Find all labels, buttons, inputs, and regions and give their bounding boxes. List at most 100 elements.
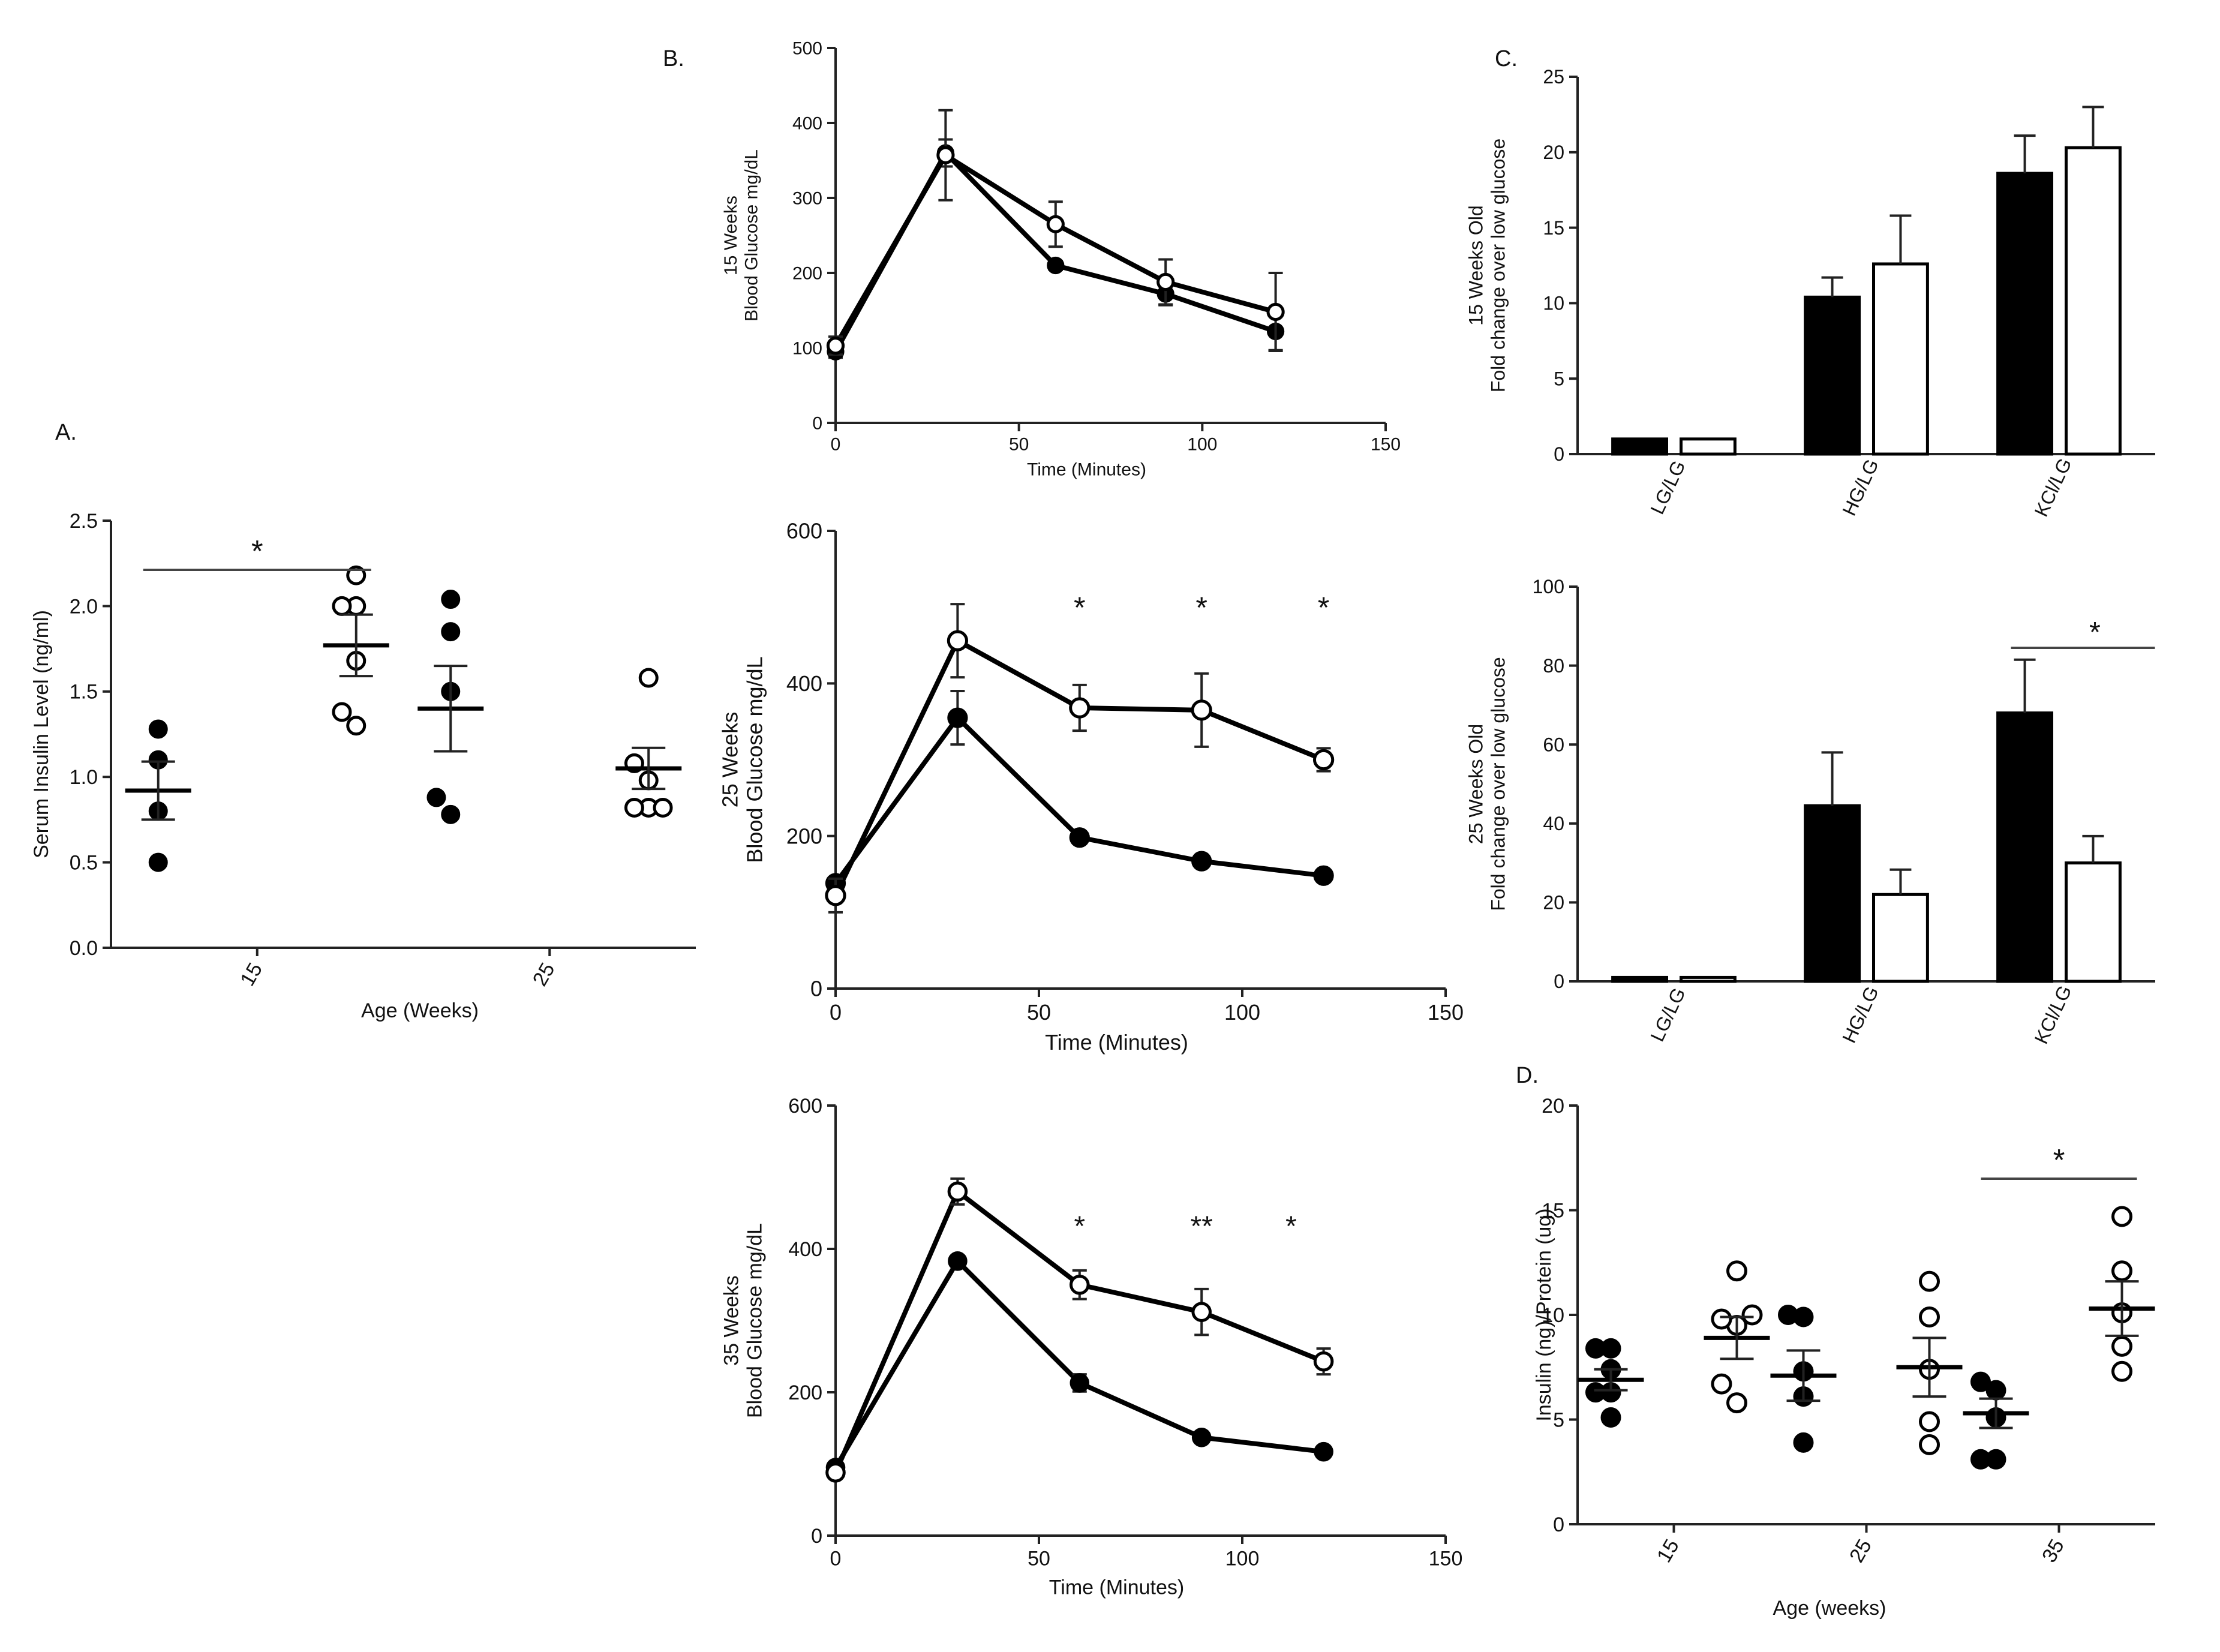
y-tick-label: 2.5 — [70, 510, 98, 533]
y-tick-label: 400 — [788, 1238, 822, 1261]
y-tick-label: 0 — [1554, 443, 1564, 465]
data-point-filled — [1069, 827, 1090, 848]
data-point-filled — [1778, 1305, 1798, 1325]
bar-open — [2065, 146, 2122, 456]
y-tick-label: 600 — [786, 519, 822, 543]
x-tick-label: 150 — [1371, 435, 1401, 455]
bar-filled — [1611, 437, 1669, 456]
y-tick-label: 0 — [811, 1525, 822, 1548]
y-tick-label: 600 — [788, 1095, 822, 1118]
data-point-open — [1156, 272, 1175, 292]
data-point-open — [2111, 1335, 2132, 1357]
data-point-open — [2111, 1360, 2132, 1382]
bar-filled — [1996, 172, 2054, 456]
bar-open — [1680, 437, 1737, 456]
y-tick-label: 20 — [1542, 1095, 1564, 1118]
data-point-open — [1191, 1302, 1212, 1322]
data-point-filled — [1970, 1371, 1991, 1392]
data-point-open — [826, 337, 845, 355]
y-axis-label: Fold change over low glucose — [1487, 657, 1509, 911]
y-axis-label: Insulin (ng)/Protein (ug) — [1533, 1208, 1555, 1421]
significance-star: ** — [1191, 1211, 1213, 1242]
x-tick-label: KCl/LG — [2030, 982, 2075, 1047]
data-point-open — [346, 565, 367, 585]
data-point-filled — [1047, 256, 1065, 275]
x-axis-label: Time (Minutes) — [1027, 460, 1146, 480]
y-tick-label: 2.0 — [70, 595, 98, 618]
panel-label-a: A. — [55, 420, 77, 445]
series-line-filled — [833, 151, 1276, 353]
panel-label-b: B. — [663, 46, 684, 71]
significance-star: * — [251, 534, 263, 568]
x-tick-label: 15 — [236, 959, 267, 990]
data-point-filled — [426, 788, 446, 807]
data-point-open — [947, 630, 969, 651]
y-tick-label: 15 — [1543, 217, 1564, 239]
panel-label-d: D. — [1516, 1063, 1539, 1088]
y-axis-label: 15 Weeks Old — [1465, 205, 1487, 325]
y-tick-label: 0 — [1553, 1513, 1564, 1536]
y-tick-label: 300 — [792, 189, 822, 209]
data-point-open — [1919, 1306, 1940, 1327]
bar-open — [1680, 975, 1737, 983]
significance-star: * — [1318, 590, 1330, 624]
bar-filled — [1996, 711, 2054, 983]
y-axis-label: Serum Insulin Level (ng/ml) — [30, 610, 53, 858]
x-tick-label: 150 — [1428, 1000, 1464, 1025]
data-point-open — [1726, 1260, 1747, 1282]
data-point-filled — [1970, 1449, 1991, 1470]
y-tick-label: 10 — [1543, 293, 1564, 314]
significance-star: * — [2053, 1143, 2065, 1177]
data-point-filled — [947, 707, 968, 728]
chart-b1: 0 100 200 300 400 500 0 50 100 150 Time (Minutes) 1… — [721, 39, 1401, 480]
x-tick-label: 0 — [830, 1000, 842, 1025]
x-tick-label: 100 — [1224, 1000, 1260, 1025]
data-point-filled — [1191, 851, 1212, 872]
x-tick-label: 0 — [830, 1548, 842, 1570]
x-tick-label: 50 — [1028, 1548, 1050, 1570]
data-point-filled — [948, 1251, 968, 1271]
data-point-open — [1919, 1270, 1940, 1292]
x-axis-label: Age (weeks) — [1773, 1597, 1886, 1620]
y-axis-label: 35 Weeks — [720, 1275, 743, 1366]
y-tick-label: 500 — [792, 39, 822, 59]
y-tick-label: 0 — [1554, 971, 1564, 992]
y-tick-label: 200 — [792, 264, 822, 284]
data-point-filled — [1070, 1373, 1090, 1393]
bar-open — [1872, 893, 1929, 983]
x-tick-label: 150 — [1429, 1548, 1463, 1570]
data-point-filled — [1314, 1441, 1333, 1462]
data-point-filled — [1585, 1382, 1606, 1403]
data-point-filled — [1585, 1338, 1606, 1359]
data-point-open — [1266, 302, 1285, 322]
chart-b3: 0 200 400 600 0 50 100 150 Time (Minutes) 35 Week… — [720, 1095, 1462, 1599]
y-tick-label: 5 — [1553, 1408, 1564, 1431]
data-point-filled — [441, 804, 461, 824]
x-axis-label: Time (Minutes) — [1045, 1030, 1188, 1055]
data-point-open — [1919, 1434, 1940, 1455]
data-point-filled — [441, 622, 461, 642]
x-axis-label: Age (Weeks) — [361, 999, 479, 1022]
y-tick-label: 200 — [788, 1381, 822, 1404]
data-point-open — [947, 1181, 968, 1202]
y-axis-label: Blood Glucose mg/dL — [744, 1223, 767, 1418]
y-tick-label: 20 — [1543, 142, 1564, 163]
data-point-open — [1741, 1304, 1763, 1326]
data-point-open — [1726, 1392, 1747, 1414]
y-tick-label: 20 — [1543, 892, 1564, 914]
data-point-open — [1711, 1373, 1732, 1395]
panel-label-c: C. — [1495, 46, 1518, 71]
y-axis-label: 25 Weeks — [717, 712, 742, 807]
data-point-open — [825, 885, 846, 906]
y-tick-label: 400 — [792, 114, 822, 134]
significance-star: * — [1195, 590, 1207, 624]
data-point-filled — [148, 719, 168, 739]
bar-filled — [1804, 295, 1861, 456]
data-point-open — [2111, 1260, 2132, 1282]
chart-c1: 0 5 10 15 20 25 15 Weeks Old Fold change over l… — [1465, 66, 2155, 520]
significance-star: * — [1074, 590, 1086, 624]
significance-star: * — [2089, 617, 2101, 648]
chart-b2: 0 200 400 600 0 50 100 150 Time (Minutes) 25 Week… — [717, 519, 1464, 1055]
data-point-open — [1711, 1308, 1732, 1330]
